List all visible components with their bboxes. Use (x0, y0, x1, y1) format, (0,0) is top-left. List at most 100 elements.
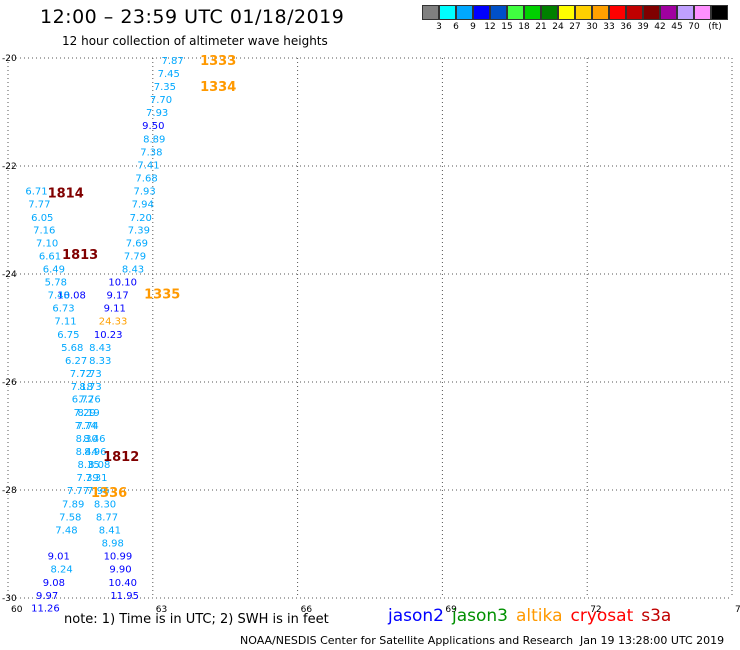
legend-swatch (558, 5, 575, 20)
track-number-label: 1813 (62, 248, 98, 263)
wave-height-value: 7.77 (28, 199, 50, 210)
satellite-altika: altika (516, 606, 563, 626)
wave-height-value: 11.95 (110, 591, 139, 602)
legend-swatch (439, 5, 456, 20)
wave-height-value: 7.74 (77, 421, 99, 432)
wave-height-value: 6.75 (57, 330, 79, 341)
legend-label: 27 (569, 22, 581, 32)
legend-swatch (507, 5, 524, 20)
wave-height-value: 8.24 (50, 564, 72, 575)
legend-label: 39 (637, 22, 649, 32)
wave-height-value: 7.35 (154, 82, 176, 93)
legend-label: 33 (603, 22, 615, 32)
wave-height-value: 7.39 (128, 226, 150, 237)
legend-swatch (660, 5, 677, 20)
wave-height-value: 7.72 (70, 369, 92, 380)
legend-swatch (643, 5, 660, 20)
wave-height-value: 24.33 (99, 316, 128, 327)
wave-height-value: 7.94 (132, 199, 154, 210)
legend-label: 18 (518, 22, 530, 32)
legend-swatch (626, 5, 643, 20)
wave-height-value: 10.99 (104, 551, 133, 562)
wave-height-value: 6.61 (39, 252, 61, 263)
legend-swatch (541, 5, 558, 20)
track-number-label: 1814 (48, 186, 84, 201)
satellite-s3a: s3a (641, 606, 672, 626)
wave-height-value: 8.35 (78, 460, 100, 471)
legend-label: 21 (535, 22, 547, 32)
wave-height-value: 7.39 (77, 473, 99, 484)
wave-height-value: 8.30 (94, 500, 116, 511)
wave-height-value: 9.01 (48, 551, 70, 562)
y-tick-label: -22 (2, 162, 17, 172)
satellite-jason2: jason2 (388, 606, 444, 626)
wave-height-value: 7.96 (87, 486, 109, 497)
wave-height-value: 7.69 (126, 239, 148, 250)
wave-height-value: 7.74 (75, 421, 97, 432)
track-number-label: 1333 (200, 54, 236, 69)
wave-height-value: 6.27 (65, 356, 87, 367)
wave-height-value: 7.29 (74, 408, 96, 419)
y-tick-label: -28 (2, 486, 17, 496)
wave-height-value: 7.45 (158, 69, 180, 80)
wave-height-value: 8.43 (122, 265, 144, 276)
x-tick-label: 75 (735, 605, 740, 615)
legend-swatch (524, 5, 541, 20)
color-scale-legend (422, 5, 728, 20)
wave-height-value: 7.18 (71, 382, 93, 393)
legend-label: 36 (620, 22, 632, 32)
wave-height-value: 7.48 (48, 291, 70, 302)
wave-height-value: 7.16 (33, 226, 55, 237)
wave-height-value: 7.93 (133, 186, 155, 197)
wave-height-value: 9.97 (36, 591, 58, 602)
wave-height-value: 8.19 (78, 408, 100, 419)
legend-label: 42 (654, 22, 666, 32)
wave-height-value: 10.23 (94, 330, 123, 341)
wave-height-value: 7.87 (161, 56, 183, 67)
wave-height-value: 7.73 (79, 369, 101, 380)
wave-height-value: 7.38 (140, 147, 162, 158)
legend-label: 3 (436, 22, 442, 32)
wave-height-value: 8.77 (96, 512, 118, 523)
legend-swatch (422, 5, 439, 20)
legend-swatch (711, 5, 728, 20)
footer-note: note: 1) Time is in UTC; 2) SWH is in fe… (64, 612, 329, 627)
legend-label: 30 (586, 22, 598, 32)
wave-height-value: 10.40 (108, 578, 137, 589)
wave-height-value: 7.76 (78, 395, 100, 406)
wave-height-value: 7.20 (130, 213, 152, 224)
legend-label: 15 (501, 22, 513, 32)
wave-height-value: 6.49 (43, 265, 65, 276)
satellite-cryosat: cryosat (570, 606, 634, 626)
wave-height-value: 9.11 (104, 303, 126, 314)
x-tick-label: 69 (445, 605, 457, 615)
track-number-label: 1336 (91, 486, 127, 501)
legend-label: 6 (453, 22, 459, 32)
legend-swatch (473, 5, 490, 20)
wave-height-value: 7.11 (54, 316, 76, 327)
x-tick-label: 72 (590, 605, 601, 615)
legend-swatch (490, 5, 507, 20)
track-number-label: 1335 (144, 287, 180, 302)
wave-height-value: 5.78 (45, 278, 67, 289)
wave-height-value: 6.73 (52, 303, 74, 314)
wave-height-value: 8.33 (89, 356, 111, 367)
generated-timestamp: Jan 19 13:28:00 UTC 2019 (580, 634, 725, 647)
wave-height-value: 9.08 (43, 578, 65, 589)
wave-height-value: 5.68 (61, 343, 83, 354)
legend-label: 24 (552, 22, 564, 32)
color-scale-labels: 3 6 9 12 15 18 21 24 27 30 33 36 39 42 45 70 (ft) (422, 22, 740, 34)
y-tick-label: -26 (2, 378, 17, 388)
wave-height-value: 7.41 (137, 160, 159, 171)
track-number-label: 1334 (200, 80, 236, 95)
wave-height-value: 8.43 (89, 343, 111, 354)
wave-height-value: 7.89 (62, 500, 84, 511)
wave-height-value: 7.10 (36, 239, 58, 250)
satellite-jason3: jason3 (452, 606, 508, 626)
wave-height-value: 8.08 (88, 460, 110, 471)
legend-label: 70 (688, 22, 700, 32)
wave-height-value: 10.08 (57, 291, 86, 302)
y-tick-label: -20 (2, 54, 17, 64)
y-tick-label: -24 (2, 270, 17, 280)
wave-height-value: 8.30 (76, 434, 98, 445)
